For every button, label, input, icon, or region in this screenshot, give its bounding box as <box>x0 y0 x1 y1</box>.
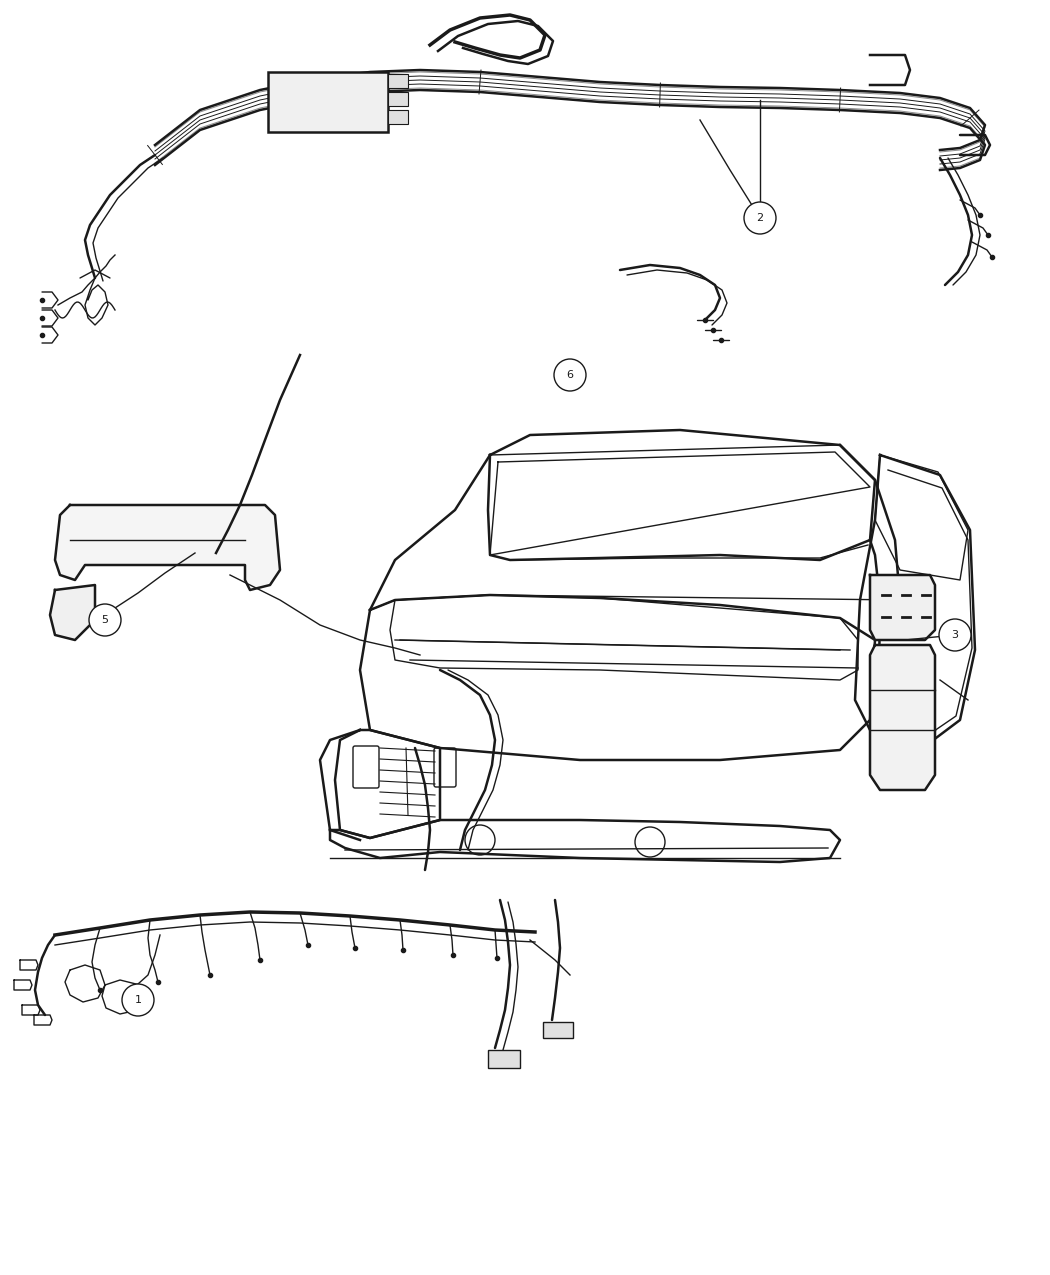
FancyBboxPatch shape <box>268 71 388 133</box>
Circle shape <box>879 740 891 751</box>
Circle shape <box>198 523 212 537</box>
Circle shape <box>223 543 237 557</box>
FancyBboxPatch shape <box>388 92 408 106</box>
Polygon shape <box>870 575 934 640</box>
Circle shape <box>62 603 72 613</box>
Circle shape <box>939 618 971 652</box>
Text: 6: 6 <box>567 370 573 380</box>
Text: 5: 5 <box>102 615 108 625</box>
Circle shape <box>148 521 162 536</box>
Circle shape <box>89 604 121 636</box>
Circle shape <box>909 740 921 751</box>
Circle shape <box>744 201 776 235</box>
FancyBboxPatch shape <box>543 1023 573 1038</box>
Polygon shape <box>870 645 934 790</box>
Text: 3: 3 <box>951 630 959 640</box>
FancyBboxPatch shape <box>488 1051 520 1068</box>
Circle shape <box>909 704 921 717</box>
Polygon shape <box>55 505 280 590</box>
Circle shape <box>98 523 112 537</box>
Text: 1: 1 <box>134 994 142 1005</box>
FancyBboxPatch shape <box>388 110 408 124</box>
Circle shape <box>168 544 182 558</box>
Circle shape <box>122 984 154 1016</box>
Circle shape <box>108 544 122 558</box>
Polygon shape <box>50 585 94 640</box>
Circle shape <box>909 669 921 681</box>
Circle shape <box>879 669 891 681</box>
Circle shape <box>78 606 88 615</box>
Text: 2: 2 <box>756 213 763 223</box>
Circle shape <box>879 704 891 717</box>
Circle shape <box>554 360 586 391</box>
FancyBboxPatch shape <box>388 74 408 88</box>
